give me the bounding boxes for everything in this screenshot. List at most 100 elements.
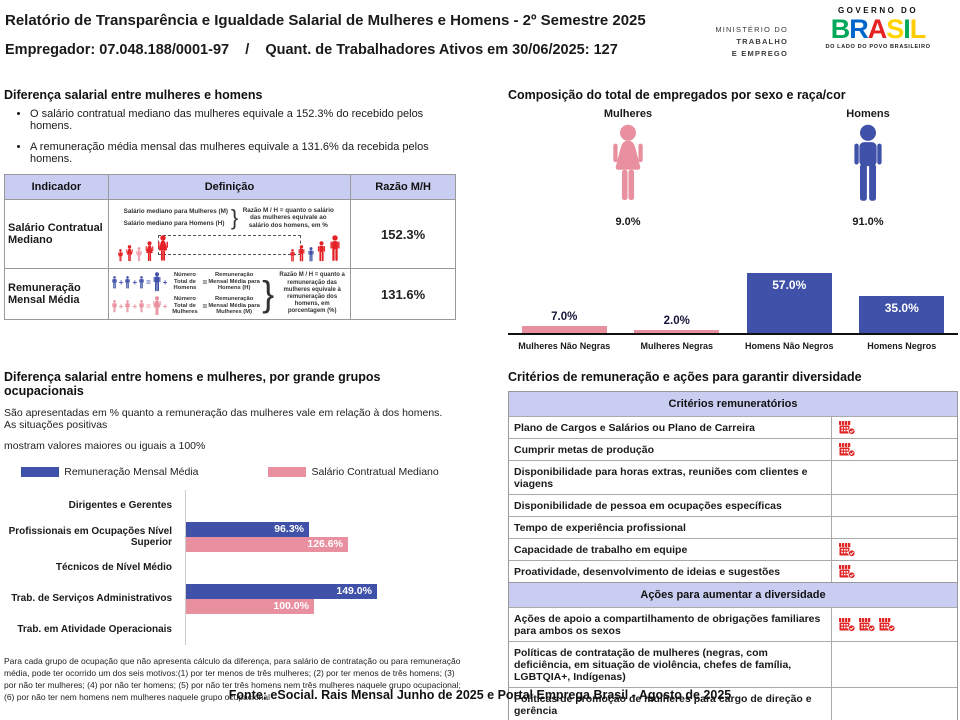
category-label: Profissionais em Ocupações Nível Superio… xyxy=(8,525,172,548)
criteria-icons xyxy=(831,495,957,516)
section-title: Diferença salarial entre mulheres e home… xyxy=(4,88,263,102)
man-icon xyxy=(289,249,296,262)
criteria-row: Disponibilidade para horas extras, reuni… xyxy=(509,460,957,494)
legend-item: Salário Contratual Mediano xyxy=(268,466,439,478)
formula-label: Número Total de Homens xyxy=(173,272,197,292)
operator: = xyxy=(202,301,208,311)
man-icon xyxy=(152,272,162,292)
bar-group: 96.3% 126.6% xyxy=(186,521,348,552)
category-label: Mulheres Não Negras xyxy=(518,341,611,351)
col-indicador: Indicador xyxy=(4,174,109,200)
criteria-label: Proatividade, desenvolvimento de ideias … xyxy=(514,566,781,578)
chart-row: Trab. de Serviços Administrativos 149.0% 1… xyxy=(4,583,456,614)
chart-subtitle: mostram valores maiores ou iguais a 100% xyxy=(4,440,206,452)
salary-gap-bullets: O salário contratual mediano das mulhere… xyxy=(30,108,456,165)
category-label: Dirigentes e Gerentes xyxy=(68,500,172,511)
woman-icon xyxy=(152,296,162,316)
legend-label: Remuneração Mensal Média xyxy=(64,466,199,478)
criteria-label: Capacidade de trabalho em equipe xyxy=(514,544,688,556)
man-icon xyxy=(316,241,327,262)
criteria-row: Plano de Cargos e Salários ou Plano de C… xyxy=(509,416,957,438)
criteria-label: Ações de apoio a compartilhamento de obr… xyxy=(514,613,821,637)
gov-logo-letter: I xyxy=(903,14,910,44)
criteria-icons xyxy=(831,539,957,560)
section-title: Diferença salarial entre homens e mulher… xyxy=(4,370,381,398)
chart-row: Trab. em Atividade Operacionais xyxy=(4,614,456,645)
criteria-icons xyxy=(831,439,957,460)
bullet-mean-salary: A remuneração média mensal das mulheres … xyxy=(30,141,456,165)
section-title: Composição do total de empregados por se… xyxy=(508,88,846,102)
gov-logo-letter: B xyxy=(830,14,850,44)
ministry-line: E EMPREGO xyxy=(731,49,788,58)
sum-rows: + + = + Número Total de Homens = Remuneração M… xyxy=(111,272,260,316)
ratio-value: 152.3% xyxy=(350,199,456,269)
formula-label: Remuneração Mensal Média para Homens (H) xyxy=(208,272,260,292)
indicator-definition: + + = + Número Total de Homens = Remuneração M… xyxy=(107,268,352,320)
male-label: Homens xyxy=(846,108,890,120)
criteria-label: Políticas de contratação de mulheres (ne… xyxy=(514,647,792,683)
female-total-block: Mulheres 9.0% xyxy=(553,108,703,228)
section-salary-gap: Diferença salarial entre mulheres e home… xyxy=(4,88,456,320)
col-razao: Razão M/H xyxy=(350,174,456,200)
bar-slot: 35.0% xyxy=(846,296,959,333)
composition-chart: 7.0% 2.0% 57.0% 35.0% Mulheres Não Negras Mu… xyxy=(508,249,960,351)
legend-swatch xyxy=(268,467,307,477)
criteria-row: Tempo de experiência profissional xyxy=(509,516,957,538)
median-men-group xyxy=(289,235,342,262)
criteria-row: Proatividade, desenvolvimento de ideias … xyxy=(509,560,957,582)
company-check-icon xyxy=(839,443,856,457)
man-icon xyxy=(111,276,118,289)
formula-label: Remuneração Mensal Média para Mulheres (… xyxy=(208,296,260,316)
col-definicao: Definição xyxy=(107,174,352,200)
composition-chart-bars: 7.0% 2.0% 57.0% 35.0% xyxy=(508,249,958,335)
man-icon xyxy=(328,235,342,262)
brace-glyph: } xyxy=(262,273,275,314)
gov-brasil-logo: GOVERNO DO BRASIL DO LADO DO POVO BRASIL… xyxy=(802,6,954,50)
man-icon xyxy=(793,124,943,209)
woman-icon xyxy=(125,245,134,262)
median-men-label: Salário mediano para Homens (H) xyxy=(123,220,225,227)
category-label: Trab. de Serviços Administrativos xyxy=(11,593,172,604)
criteria-icons xyxy=(831,642,957,687)
gov-logo-letter: L xyxy=(909,14,926,44)
bar: 57.0% xyxy=(746,273,832,333)
median-dashed-box xyxy=(157,235,302,255)
report-title: Relatório de Transparência e Igualdade S… xyxy=(5,12,646,29)
man-icon xyxy=(124,276,131,289)
ratio-value: 131.6% xyxy=(350,268,456,320)
chart-row: Técnicos de Nível Médio xyxy=(4,552,456,583)
operator: = xyxy=(202,277,208,287)
criteria-icons xyxy=(831,517,957,538)
criteria-label: Disponibilidade para horas extras, reuni… xyxy=(514,466,808,490)
indicator-definition: Salário mediano para Mulheres (M) Salári… xyxy=(107,199,352,269)
bar: 100.0% xyxy=(186,598,314,614)
criteria-icons xyxy=(831,417,957,438)
woman-icon xyxy=(553,124,703,209)
ratio-note: Razão M / H = quanto o salário das mulhe… xyxy=(242,206,334,229)
gender-totals: Mulheres 9.0% Homens 91.0% xyxy=(508,108,960,228)
chart-axis-line xyxy=(185,490,186,645)
occupational-legend: Remuneração Mensal Média Salário Contratu… xyxy=(4,466,456,478)
criteria-label: Disponibilidade de pessoa em ocupações e… xyxy=(514,500,782,512)
brace-glyph: } xyxy=(230,205,239,230)
company-check-icon xyxy=(879,618,896,632)
criteria-section-header: Critérios remuneratórios xyxy=(509,392,957,416)
employer-info: Empregador: 07.048.188/0001-97 / Quant. … xyxy=(5,42,618,58)
gov-logo-letter: S xyxy=(886,14,904,44)
operator: = xyxy=(146,277,151,287)
company-check-icon xyxy=(839,618,856,632)
bar-group: 149.0% 100.0% xyxy=(186,583,377,614)
criteria-label: Tempo de experiência profissional xyxy=(514,522,686,534)
bullet-median-salary: O salário contratual mediano das mulhere… xyxy=(30,108,456,132)
bar xyxy=(634,330,720,333)
chart-subtitle: São apresentadas em % quanto a remuneraç… xyxy=(4,407,443,431)
company-check-icon xyxy=(839,543,856,557)
woman-icon xyxy=(117,249,124,262)
bar-value-label: 7.0% xyxy=(551,311,578,323)
section-occupational: Diferença salarial entre homens e mulher… xyxy=(4,370,461,703)
indicator-name: Salário Contratual Mediano xyxy=(4,199,109,269)
criteria-icons xyxy=(831,461,957,494)
category-label: Mulheres Negras xyxy=(640,341,714,351)
woman-icon xyxy=(135,247,143,262)
category-label: Trab. em Atividade Operacionais xyxy=(17,624,172,635)
